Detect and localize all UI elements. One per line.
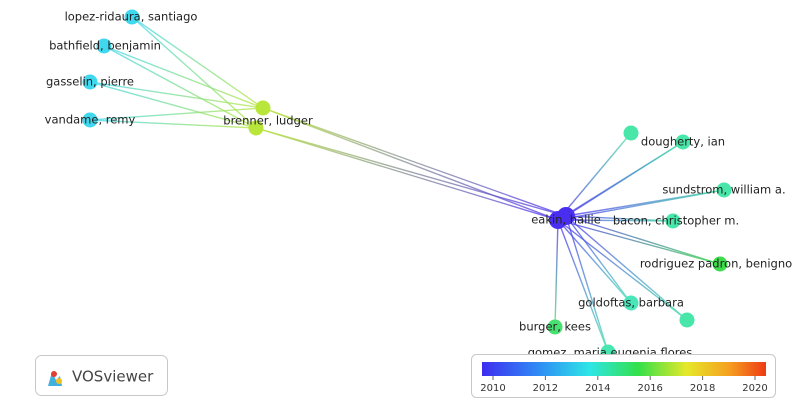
node	[124, 9, 140, 25]
edge	[262, 107, 559, 221]
edge	[565, 141, 684, 217]
node-label: rodriguez padron, benigno	[640, 257, 792, 271]
node-label: vandame, remy	[45, 113, 136, 127]
legend-tick-label: 2020	[742, 383, 767, 394]
edge	[262, 107, 567, 217]
logo-text[interactable]: VOSviewer	[72, 368, 154, 386]
logo-icon-dot	[51, 371, 57, 377]
edge	[565, 215, 632, 304]
node-label: dougherty, ian	[641, 135, 725, 149]
node-label: lopez-ridaura, santiago	[65, 10, 198, 24]
logo[interactable]: VOSviewer	[35, 355, 168, 396]
edge	[103, 45, 264, 109]
edge	[565, 215, 688, 321]
node	[712, 256, 728, 272]
node	[623, 125, 639, 141]
node	[557, 207, 575, 225]
legend-tick-label: 2012	[533, 383, 558, 394]
edge	[565, 215, 609, 353]
labels: lopez-ridaura, santiago bathfield, benjam…	[45, 10, 792, 360]
logo-box[interactable]	[35, 355, 168, 396]
node-label: burger, kees	[519, 320, 591, 334]
legend-tick-label: 2018	[690, 383, 715, 394]
node	[96, 38, 112, 54]
edge	[557, 219, 632, 304]
node-label: brenner, ludger	[223, 114, 313, 128]
node-label: bacon, christopher m.	[613, 214, 739, 228]
node-label: goldoftas, barbara	[578, 296, 684, 310]
nodes	[82, 9, 732, 360]
edge	[131, 16, 264, 109]
node-label: sundstrom, william a.	[662, 183, 785, 197]
edge	[103, 45, 257, 129]
edges	[89, 16, 725, 353]
legend-tick-label: 2016	[637, 383, 662, 394]
color-legend: 2010 2012 2014 2016 2018 2020	[471, 354, 776, 398]
node	[665, 213, 681, 229]
node	[248, 120, 264, 136]
edge	[131, 16, 257, 129]
edge	[557, 132, 632, 221]
legend-tick-label: 2010	[480, 383, 505, 394]
node	[82, 74, 98, 90]
edge	[554, 219, 559, 328]
node-label: gasselin, pierre	[46, 75, 134, 89]
edge	[565, 215, 674, 222]
node	[255, 100, 271, 116]
logo-icon-dot	[56, 378, 62, 384]
edge	[255, 127, 567, 217]
edge	[89, 81, 257, 129]
edge	[89, 107, 264, 121]
edge	[557, 219, 609, 353]
node-label: eakin, hallie	[531, 213, 601, 227]
edge	[557, 219, 721, 265]
edge	[89, 119, 257, 129]
node	[679, 312, 695, 328]
legend-tick-label: 2014	[585, 383, 610, 394]
edge	[89, 81, 264, 109]
node	[82, 112, 98, 128]
node	[623, 295, 639, 311]
node	[547, 319, 563, 335]
edge	[565, 189, 725, 217]
color-bar	[482, 362, 766, 376]
node	[716, 182, 732, 198]
edge	[255, 127, 559, 221]
edge	[557, 219, 688, 321]
edge	[565, 215, 721, 265]
node-label: bathfield, benjamin	[49, 39, 161, 53]
legend-ticks: 2010 2012 2014 2016 2018 2020	[480, 376, 768, 394]
node	[675, 134, 691, 150]
